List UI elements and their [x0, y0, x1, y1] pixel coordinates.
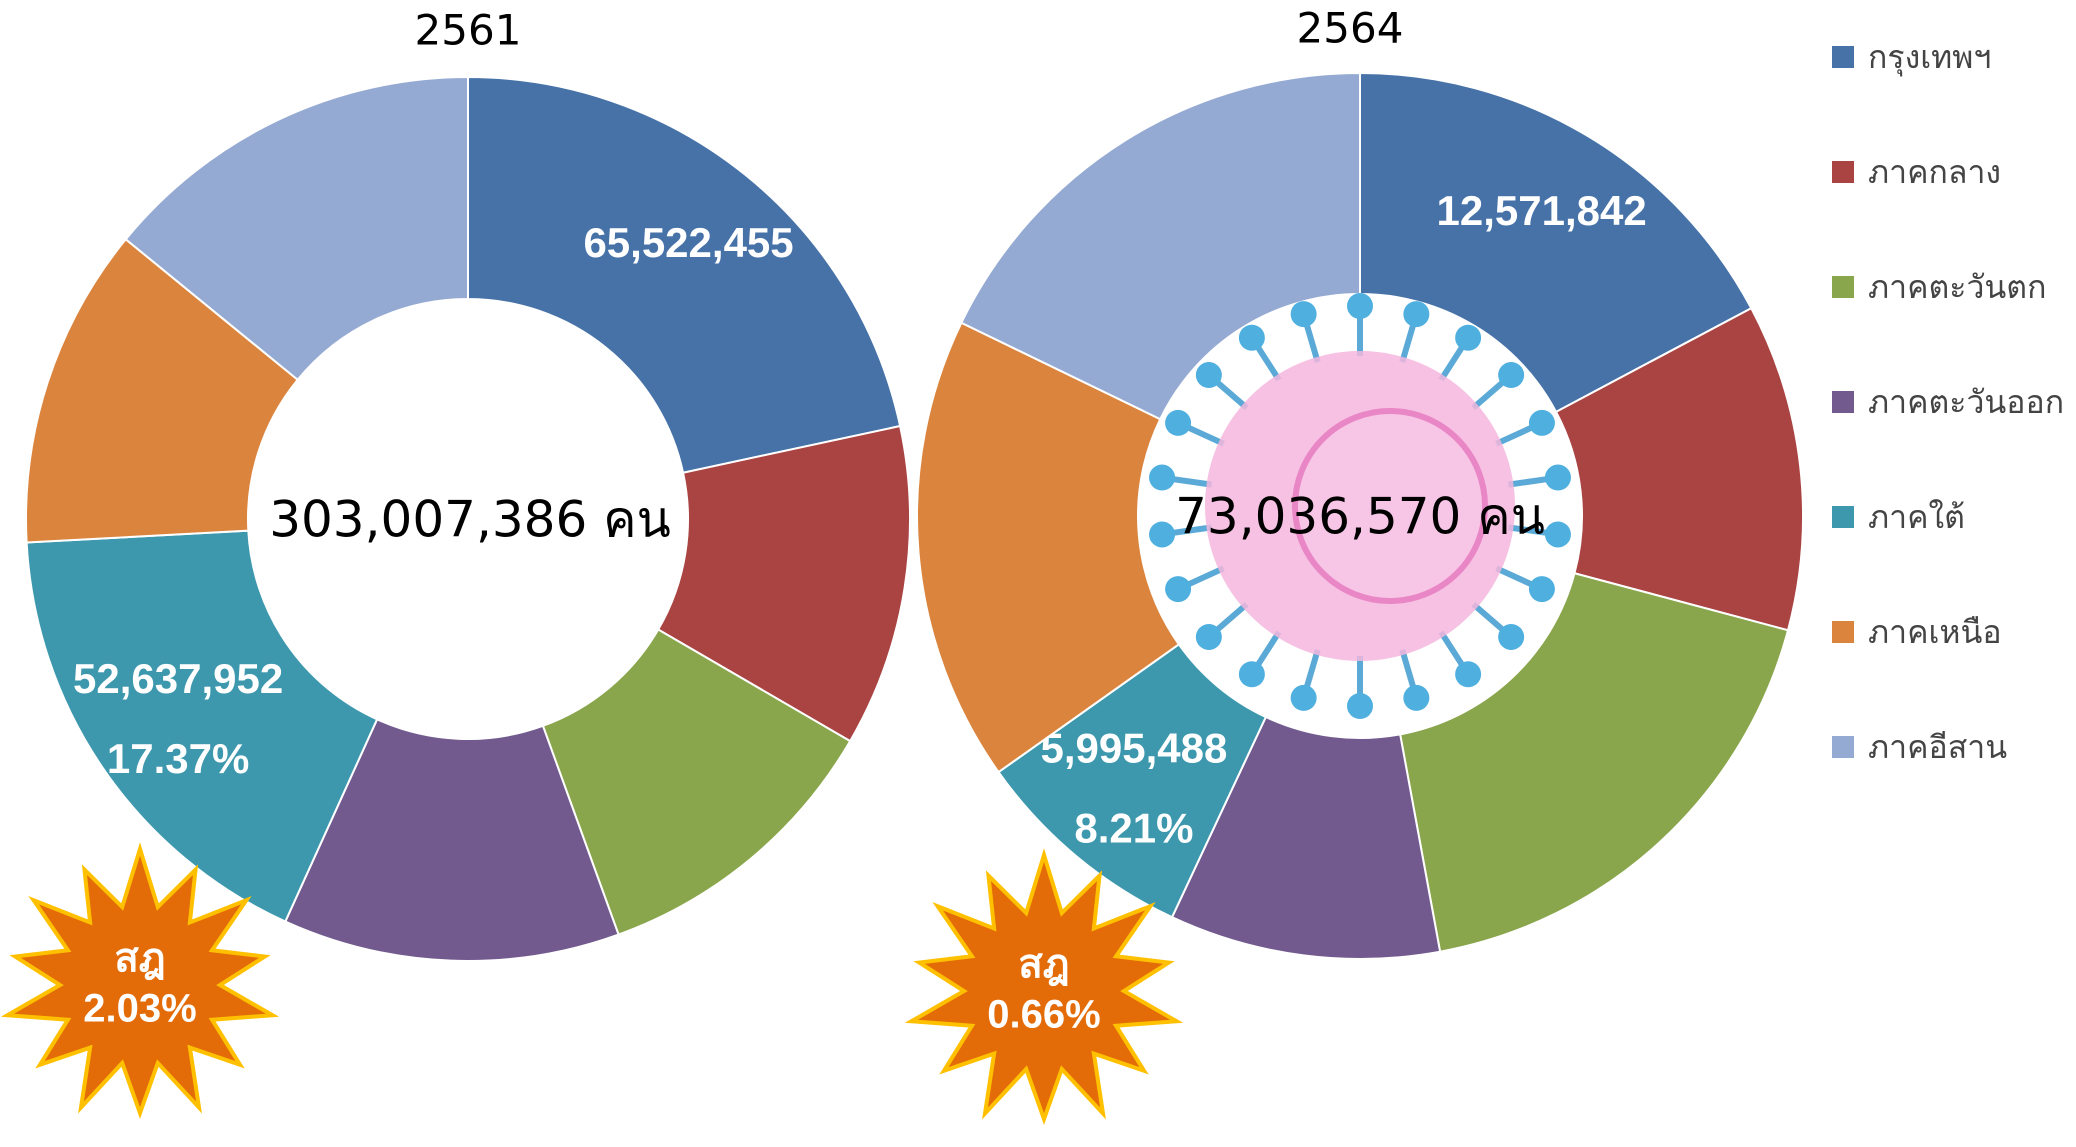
virus-spike-head — [1403, 301, 1430, 328]
percent-label: 17.37% — [107, 735, 249, 782]
donut-hole — [248, 299, 688, 739]
legend-swatch — [1832, 391, 1854, 413]
virus-spike-head — [1290, 301, 1317, 328]
legend-label: ภาคตะวันออก — [1868, 383, 2064, 421]
value-label: 65,522,455 — [583, 219, 793, 266]
burst-label: 0.66% — [987, 993, 1100, 1037]
virus-spike-head — [1165, 576, 1192, 603]
virus-spike-head — [1195, 623, 1222, 650]
legend-swatch — [1832, 736, 1854, 758]
legend-label: ภาคเหนือ — [1868, 613, 2002, 651]
percent-label: 8.21% — [1074, 805, 1193, 852]
virus-spike-head — [1149, 521, 1176, 548]
virus-spike-head — [1544, 464, 1571, 491]
legend-swatch — [1832, 506, 1854, 528]
virus-spike-head — [1149, 464, 1176, 491]
legend-swatch — [1832, 621, 1854, 643]
value-label: 12,571,842 — [1437, 187, 1647, 234]
value-label: 52,637,952 — [73, 655, 283, 702]
center-label: 303,007,386 คน — [269, 491, 671, 549]
virus-spike-head — [1195, 362, 1222, 389]
virus-spike-head — [1238, 324, 1265, 351]
legend-swatch — [1832, 161, 1854, 183]
virus-spike-head — [1238, 661, 1265, 688]
center-label: 73,036,570 คน — [1175, 488, 1545, 546]
legend-swatch — [1832, 46, 1854, 68]
virus-spike-head — [1498, 623, 1525, 650]
legend-label: ภาคตะวันตก — [1868, 268, 2046, 306]
chart-title: 2561 — [415, 6, 522, 55]
burst-label: 2.03% — [83, 987, 196, 1031]
virus-spike-head — [1347, 293, 1373, 319]
virus-illustration — [1149, 293, 1571, 719]
burst-label: สฎ — [1018, 943, 1069, 987]
virus-spike-head — [1498, 362, 1525, 389]
virus-spike-head — [1403, 684, 1430, 711]
burst-label: สฎ — [114, 937, 165, 981]
starburst — [0, 842, 280, 1119]
legend-label: กรุงเทพฯ — [1868, 38, 1991, 77]
chart-title: 2564 — [1297, 4, 1404, 53]
virus-spike-head — [1347, 693, 1373, 719]
virus-spike-head — [1165, 409, 1192, 436]
legend-swatch — [1832, 276, 1854, 298]
virus-spike-head — [1455, 324, 1482, 351]
virus-core — [1292, 408, 1488, 604]
virus-spike-head — [1455, 661, 1482, 688]
virus-spike-head — [1528, 576, 1555, 603]
virus-spike-head — [1544, 521, 1571, 548]
virus-spike-head — [1528, 409, 1555, 436]
legend-label: ภาคใต้ — [1868, 498, 1965, 536]
virus-spike-head — [1290, 684, 1317, 711]
starburst — [904, 848, 1184, 1125]
legend-label: ภาคอีสาน — [1868, 728, 2007, 766]
value-label: 5,995,488 — [1040, 725, 1227, 772]
legend-label: ภาคกลาง — [1868, 153, 2001, 191]
